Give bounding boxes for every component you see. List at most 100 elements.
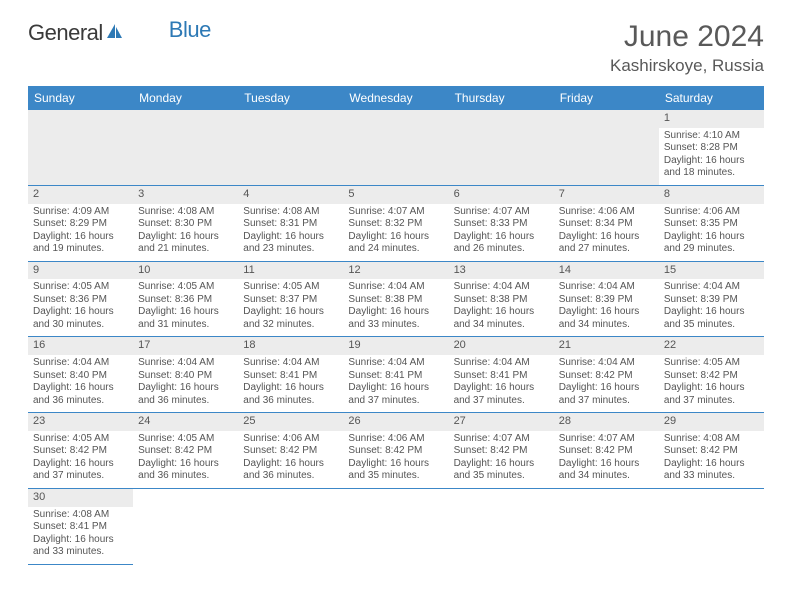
day-info-line: Daylight: 16 hours xyxy=(454,458,549,471)
day-info-line: Daylight: 16 hours xyxy=(664,382,759,395)
day-info-line: Sunrise: 4:07 AM xyxy=(559,433,654,446)
day-info-line: and 35 minutes. xyxy=(348,470,443,483)
col-header-sunday: Sunday xyxy=(28,86,133,110)
day-info-line: Sunset: 8:41 PM xyxy=(33,521,128,534)
day-info-line: Sunset: 8:42 PM xyxy=(559,445,654,458)
day-info-line: Sunrise: 4:07 AM xyxy=(348,206,443,219)
col-header-wednesday: Wednesday xyxy=(343,86,448,110)
location: Kashirskoye, Russia xyxy=(610,56,764,76)
day-info-line: Daylight: 16 hours xyxy=(559,306,654,319)
day-number: 20 xyxy=(449,337,554,355)
calendar-header-row: SundayMondayTuesdayWednesdayThursdayFrid… xyxy=(28,86,764,110)
day-info-line: Daylight: 16 hours xyxy=(33,382,128,395)
day-info-line: Sunset: 8:42 PM xyxy=(454,445,549,458)
day-info-line: Daylight: 16 hours xyxy=(138,231,233,244)
day-info-line: and 36 minutes. xyxy=(243,395,338,408)
day-info-line: and 36 minutes. xyxy=(138,395,233,408)
day-cell: 30 Sunrise: 4:08 AMSunset: 8:41 PMDayligh… xyxy=(28,488,133,564)
day-cell: 17Sunrise: 4:04 AMSunset: 8:40 PMDayligh… xyxy=(133,337,238,413)
day-info-line: Sunset: 8:39 PM xyxy=(664,294,759,307)
day-info-line: Daylight: 16 hours xyxy=(138,306,233,319)
day-info-line: Sunrise: 4:06 AM xyxy=(664,206,759,219)
day-info-line: Sunrise: 4:08 AM xyxy=(33,509,128,522)
day-number: 27 xyxy=(449,413,554,431)
col-header-tuesday: Tuesday xyxy=(238,86,343,110)
day-number: 7 xyxy=(554,186,659,204)
day-number: 21 xyxy=(554,337,659,355)
day-info-line: Daylight: 16 hours xyxy=(454,231,549,244)
day-info-line: Daylight: 16 hours xyxy=(33,534,128,547)
day-cell: 11Sunrise: 4:05 AMSunset: 8:37 PMDayligh… xyxy=(238,261,343,337)
day-info-line: and 37 minutes. xyxy=(454,395,549,408)
day-info-line: Daylight: 16 hours xyxy=(138,382,233,395)
day-cell: 2Sunrise: 4:09 AMSunset: 8:29 PMDaylight… xyxy=(28,185,133,261)
day-info-line: Sunrise: 4:05 AM xyxy=(138,281,233,294)
day-info-line: Daylight: 16 hours xyxy=(33,306,128,319)
day-number: 2 xyxy=(28,186,133,204)
day-info-line: Sunset: 8:42 PM xyxy=(243,445,338,458)
day-info-line: Sunrise: 4:05 AM xyxy=(664,357,759,370)
day-info-line: Daylight: 16 hours xyxy=(559,382,654,395)
day-cell: 28Sunrise: 4:07 AMSunset: 8:42 PMDayligh… xyxy=(554,413,659,489)
day-number: 29 xyxy=(659,413,764,431)
day-number: 11 xyxy=(238,262,343,280)
day-info-line: Sunset: 8:34 PM xyxy=(559,218,654,231)
day-info-line: Daylight: 16 hours xyxy=(664,231,759,244)
day-info-line: Sunrise: 4:08 AM xyxy=(664,433,759,446)
day-info-line: and 29 minutes. xyxy=(664,243,759,256)
day-info-line: and 18 minutes. xyxy=(664,167,759,180)
day-info-line: Sunset: 8:30 PM xyxy=(138,218,233,231)
day-cell: 22Sunrise: 4:05 AMSunset: 8:42 PMDayligh… xyxy=(659,337,764,413)
day-info-line: Daylight: 16 hours xyxy=(664,458,759,471)
day-info-line: Daylight: 16 hours xyxy=(243,382,338,395)
day-info-line: Sunset: 8:39 PM xyxy=(559,294,654,307)
day-cell: 18Sunrise: 4:04 AMSunset: 8:41 PMDayligh… xyxy=(238,337,343,413)
day-number: 28 xyxy=(554,413,659,431)
calendar-table: SundayMondayTuesdayWednesdayThursdayFrid… xyxy=(28,86,764,565)
day-cell: 15Sunrise: 4:04 AMSunset: 8:39 PMDayligh… xyxy=(659,261,764,337)
day-number: 13 xyxy=(449,262,554,280)
day-cell: 25Sunrise: 4:06 AMSunset: 8:42 PMDayligh… xyxy=(238,413,343,489)
day-number: 30 xyxy=(28,489,133,507)
day-cell xyxy=(449,488,554,564)
day-info-line: Daylight: 16 hours xyxy=(348,231,443,244)
day-info-line: and 34 minutes. xyxy=(559,470,654,483)
day-info-line: Sunset: 8:42 PM xyxy=(664,445,759,458)
day-info-line: Sunrise: 4:05 AM xyxy=(138,433,233,446)
day-info-line: Daylight: 16 hours xyxy=(348,382,443,395)
week-row: 1Sunrise: 4:10 AMSunset: 8:28 PMDaylight… xyxy=(28,110,764,185)
day-number: 6 xyxy=(449,186,554,204)
day-cell: 14Sunrise: 4:04 AMSunset: 8:39 PMDayligh… xyxy=(554,261,659,337)
col-header-thursday: Thursday xyxy=(449,86,554,110)
day-cell xyxy=(238,488,343,564)
day-cell: 3Sunrise: 4:08 AMSunset: 8:30 PMDaylight… xyxy=(133,185,238,261)
day-info-line: and 31 minutes. xyxy=(138,319,233,332)
day-cell: 1Sunrise: 4:10 AMSunset: 8:28 PMDaylight… xyxy=(659,110,764,185)
day-info-line: Sunrise: 4:08 AM xyxy=(243,206,338,219)
logo-text-general: General xyxy=(28,20,103,46)
day-number: 4 xyxy=(238,186,343,204)
day-info-line: and 27 minutes. xyxy=(559,243,654,256)
day-cell: 27Sunrise: 4:07 AMSunset: 8:42 PMDayligh… xyxy=(449,413,554,489)
day-info-line: Sunrise: 4:04 AM xyxy=(454,281,549,294)
day-info-line: Sunset: 8:41 PM xyxy=(348,370,443,383)
day-info-line: Daylight: 16 hours xyxy=(454,382,549,395)
day-number: 26 xyxy=(343,413,448,431)
day-info-line: Sunset: 8:41 PM xyxy=(243,370,338,383)
day-info-line: Sunset: 8:42 PM xyxy=(559,370,654,383)
day-number: 8 xyxy=(659,186,764,204)
day-info-line: Sunrise: 4:04 AM xyxy=(454,357,549,370)
title-block: June 2024 Kashirskoye, Russia xyxy=(610,20,764,76)
day-info-line: Daylight: 16 hours xyxy=(138,458,233,471)
day-number: 9 xyxy=(28,262,133,280)
day-info-line: and 35 minutes. xyxy=(664,319,759,332)
day-info-line: Sunrise: 4:04 AM xyxy=(664,281,759,294)
page-header: General Blue June 2024 Kashirskoye, Russ… xyxy=(28,20,764,76)
day-cell: 21Sunrise: 4:04 AMSunset: 8:42 PMDayligh… xyxy=(554,337,659,413)
day-cell xyxy=(28,110,133,185)
day-info-line: Sunrise: 4:04 AM xyxy=(33,357,128,370)
day-info-line: Daylight: 16 hours xyxy=(454,306,549,319)
day-cell: 4Sunrise: 4:08 AMSunset: 8:31 PMDaylight… xyxy=(238,185,343,261)
week-row: 30 Sunrise: 4:08 AMSunset: 8:41 PMDayligh… xyxy=(28,488,764,564)
day-info-line: and 33 minutes. xyxy=(664,470,759,483)
